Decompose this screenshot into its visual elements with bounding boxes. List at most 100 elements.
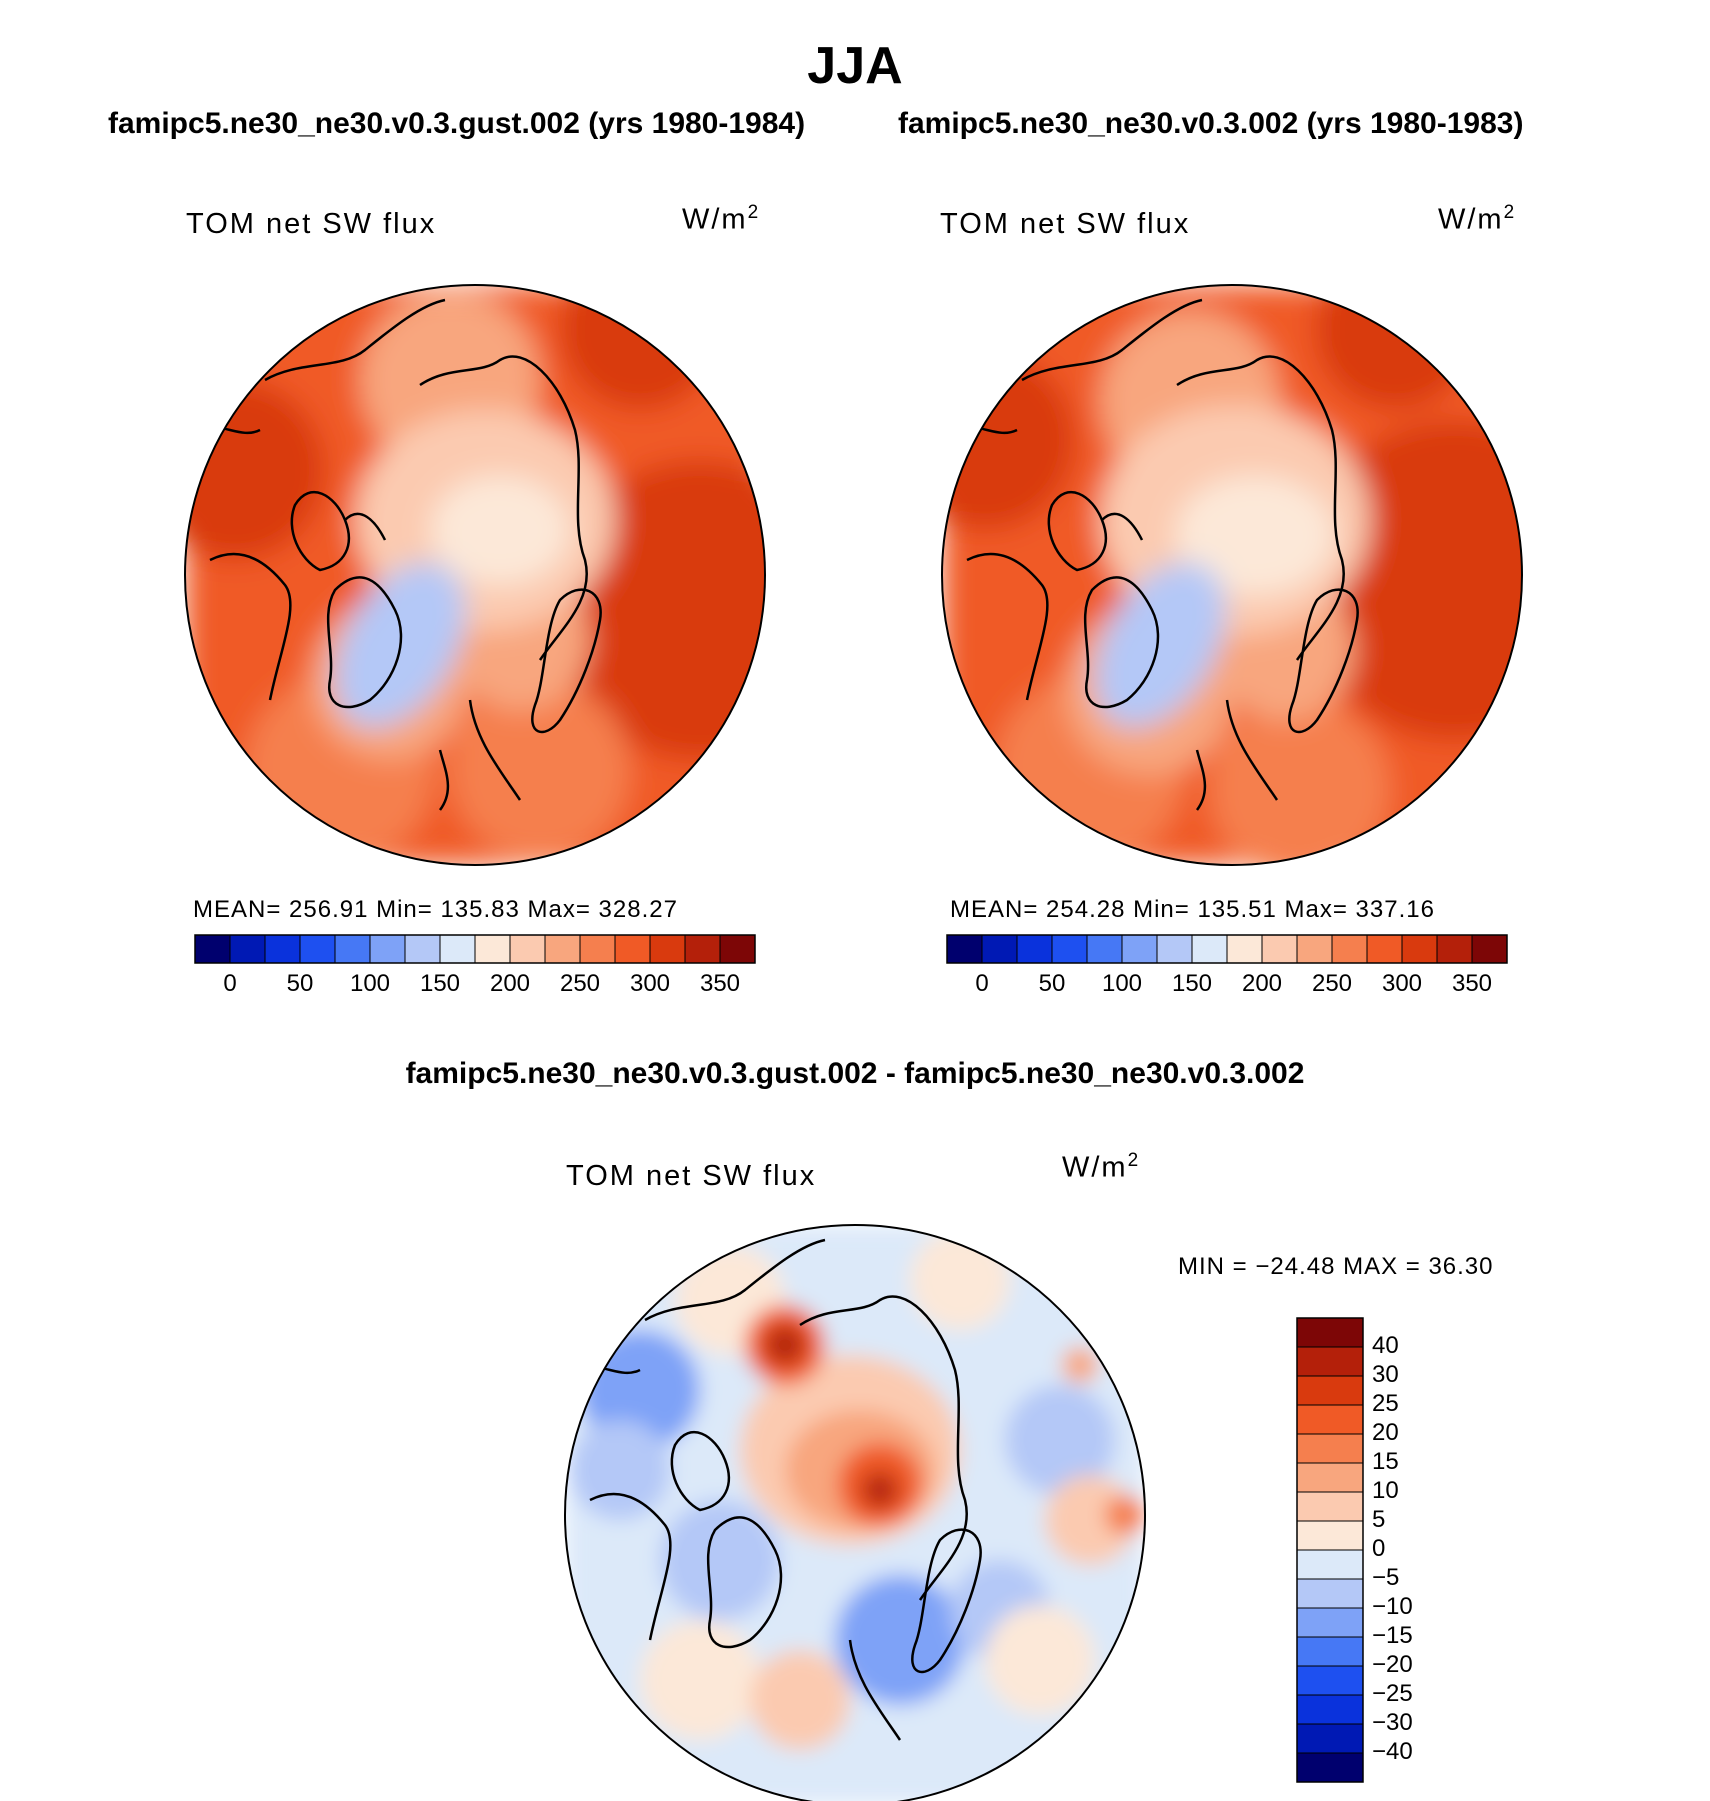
- colorbar-box: [1121, 934, 1158, 964]
- colorbar-box: [1156, 934, 1193, 964]
- colorbar-frame: [194, 934, 756, 964]
- colorbar-box: [1226, 934, 1263, 964]
- colorbar-tick-label: 30: [1372, 1361, 1399, 1388]
- colorbar-tick-label: 50: [1038, 970, 1066, 997]
- colorbar-box: [544, 934, 581, 964]
- colorbar-box: [1016, 934, 1053, 964]
- colorbar-box: [194, 934, 231, 964]
- colorbar-box: [1296, 1462, 1364, 1493]
- colorbar-tick-label: −5: [1372, 1564, 1400, 1591]
- colorbar-tick-label: 300: [629, 970, 671, 997]
- colorbar-box: [1191, 934, 1228, 964]
- right-case-title: famipc5.ne30_ne30.v0.3.002 (yrs 1980-198…: [898, 107, 1524, 140]
- colorbar-tick-label: 300: [1381, 970, 1423, 997]
- colorbar-box: [649, 934, 686, 964]
- colorbar-frame: [1296, 1317, 1364, 1783]
- colorbar-tick-label: 0: [975, 970, 989, 997]
- colorbar-box: [1296, 1404, 1364, 1435]
- colorbar-box: [1051, 934, 1088, 964]
- colorbar-box: [684, 934, 721, 964]
- colorbar-box: [719, 934, 756, 964]
- colorbar-box: [1296, 1520, 1364, 1551]
- colorbar-box: [1436, 934, 1473, 964]
- left-case-title: famipc5.ne30_ne30.v0.3.gust.002 (yrs 198…: [108, 107, 806, 140]
- colorbar-tick-label: 5: [1372, 1506, 1386, 1533]
- colorbar-tick-label: −20: [1372, 1651, 1413, 1678]
- colorbar-box: [474, 934, 511, 964]
- left-polar-map: [184, 284, 766, 866]
- colorbar-tick-label: −40: [1372, 1738, 1413, 1765]
- colorbar-box: [1296, 1317, 1364, 1348]
- colorbar-tick-label: 350: [699, 970, 741, 997]
- colorbar-tick-label: 200: [1241, 970, 1283, 997]
- colorbar-box: [1296, 1723, 1364, 1754]
- colorbar-box: [1296, 1346, 1364, 1377]
- colorbar-tick-label: −10: [1372, 1593, 1413, 1620]
- difference-title: famipc5.ne30_ne30.v0.3.gust.002 - famipc…: [405, 1057, 1305, 1090]
- colorbar-tick-label: −15: [1372, 1622, 1413, 1649]
- colorbar-tick-label: 200: [489, 970, 531, 997]
- difference-polar-map: [564, 1224, 1146, 1801]
- colorbar-tick-label: −25: [1372, 1680, 1413, 1707]
- colorbar-tick-label: 25: [1372, 1390, 1399, 1417]
- colorbar-box: [1086, 934, 1123, 964]
- right-stats: MEAN= 254.28 Min= 135.51 Max= 337.16: [950, 896, 1435, 923]
- colorbar-box: [946, 934, 983, 964]
- colorbar-tick-label: 100: [1101, 970, 1143, 997]
- right-units-label: W/m2: [1438, 202, 1517, 236]
- colorbar-tick-label: 15: [1372, 1448, 1399, 1475]
- colorbar-box: [1296, 1375, 1364, 1406]
- colorbar-tick-label: 10: [1372, 1477, 1399, 1504]
- colorbar-tick-label: −30: [1372, 1709, 1413, 1736]
- colorbar-tick-label: 150: [419, 970, 461, 997]
- colorbar-box: [981, 934, 1018, 964]
- difference-units-label: W/m2: [1062, 1150, 1141, 1184]
- right-colorbar: [946, 934, 1508, 964]
- left-units-label: W/m2: [682, 202, 761, 236]
- colorbar-tick-label: 250: [1311, 970, 1353, 997]
- colorbar-box: [1331, 934, 1368, 964]
- colorbar-box: [1366, 934, 1403, 964]
- colorbar-tick-label: 40: [1372, 1332, 1399, 1359]
- right-variable-label: TOM net SW flux: [940, 208, 1191, 240]
- colorbar-box: [439, 934, 476, 964]
- left-variable-label: TOM net SW flux: [186, 208, 437, 240]
- colorbar-tick-label: 0: [1372, 1535, 1386, 1562]
- colorbar-box: [1296, 934, 1333, 964]
- colorbar-box: [509, 934, 546, 964]
- colorbar-box: [369, 934, 406, 964]
- colorbar-tick-label: 50: [286, 970, 314, 997]
- main-title: JJA: [807, 37, 903, 95]
- colorbar-box: [1261, 934, 1298, 964]
- difference-minmax: MIN = −24.48 MAX = 36.30: [1178, 1253, 1494, 1280]
- colorbar-tick-label: 250: [559, 970, 601, 997]
- colorbar-box: [264, 934, 301, 964]
- colorbar-tick-label: 100: [349, 970, 391, 997]
- right-polar-map: [941, 284, 1523, 866]
- colorbar-frame: [946, 934, 1508, 964]
- colorbar-box: [1296, 1665, 1364, 1696]
- colorbar-tick-label: 350: [1451, 970, 1493, 997]
- colorbar-tick-label: 150: [1171, 970, 1213, 997]
- colorbar-box: [1296, 1694, 1364, 1725]
- colorbar-box: [334, 934, 371, 964]
- colorbar-box: [579, 934, 616, 964]
- colorbar-box: [1296, 1578, 1364, 1609]
- left-stats: MEAN= 256.91 Min= 135.83 Max= 328.27: [193, 896, 678, 923]
- colorbar-box: [1296, 1636, 1364, 1667]
- colorbar-box: [404, 934, 441, 964]
- colorbar-box: [229, 934, 266, 964]
- colorbar-tick-label: 0: [223, 970, 237, 997]
- difference-variable-label: TOM net SW flux: [566, 1160, 817, 1192]
- colorbar-box: [1296, 1549, 1364, 1580]
- colorbar-box: [1296, 1433, 1364, 1464]
- colorbar-box: [1296, 1752, 1364, 1783]
- colorbar-box: [1401, 934, 1438, 964]
- left-colorbar: [194, 934, 756, 964]
- colorbar-tick-label: 20: [1372, 1419, 1399, 1446]
- colorbar-box: [1471, 934, 1508, 964]
- colorbar-box: [1296, 1491, 1364, 1522]
- colorbar-box: [299, 934, 336, 964]
- colorbar-box: [1296, 1607, 1364, 1638]
